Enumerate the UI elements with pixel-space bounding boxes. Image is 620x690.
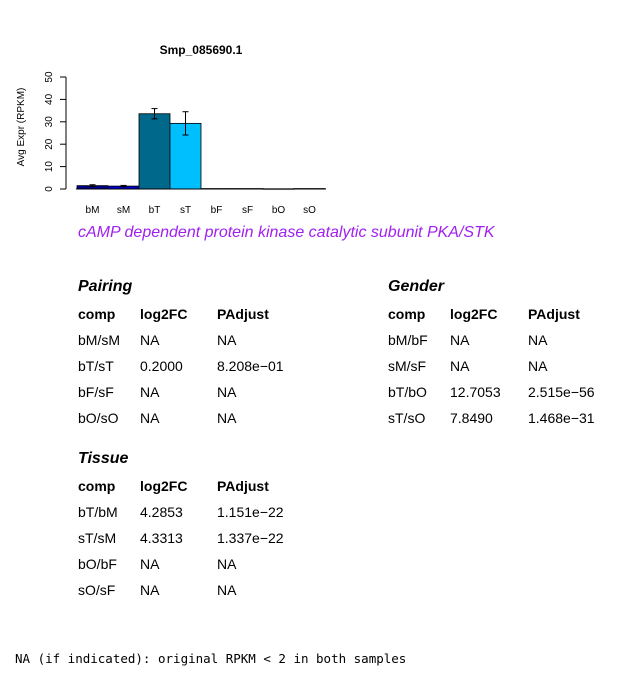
pairing-table-cell: bO/sO — [78, 410, 119, 426]
tissue-table-cell: 1.337e−22 — [217, 530, 284, 546]
y-tick-label: 30 — [44, 116, 55, 128]
pairing-table-cell: 0.2000 — [140, 358, 183, 374]
gender-table-title: Gender — [388, 278, 445, 295]
x-axis-tick-labels: bM sM bT sT bF sF bO sO — [86, 205, 317, 216]
footnote: NA (if indicated): original RPKM < 2 in … — [15, 651, 407, 666]
y-axis-label: Avg Expr (RPKM) — [16, 88, 27, 167]
gender-table-cell: 2.515e−56 — [528, 384, 595, 400]
tissue-table-cell: NA — [217, 582, 237, 598]
pairing-table-cell: NA — [140, 332, 160, 348]
pairing-header-log2fc: log2FC — [140, 306, 188, 322]
gender-table-cell: NA — [528, 358, 548, 374]
tissue-table-cell: sO/sF — [78, 582, 116, 598]
x-tick-label-sT: sT — [180, 205, 191, 216]
gender-table-cell: 7.8490 — [450, 410, 493, 426]
pairing-table-cell: NA — [217, 332, 237, 348]
pairing-table-cell: bF/sF — [78, 384, 114, 400]
tissue-header-comp: comp — [78, 478, 116, 494]
gender-header-comp: comp — [388, 306, 426, 322]
y-tick-label: 0 — [44, 186, 55, 192]
gene-description: cAMP dependent protein kinase catalytic … — [78, 224, 495, 241]
x-tick-label-bM: bM — [86, 205, 100, 216]
pairing-table-cell: NA — [217, 384, 237, 400]
tissue-header-padjust: PAdjust — [217, 478, 269, 494]
x-tick-label-sM: sM — [117, 205, 130, 216]
pairing-table-cell: 8.208e−01 — [217, 358, 284, 374]
error-bar-bT — [151, 108, 158, 120]
gender-header-log2fc: log2FC — [450, 306, 498, 322]
gender-table-cell: NA — [450, 332, 470, 348]
gender-table-cell: bT/bO — [388, 384, 427, 400]
gender-table-cell: NA — [528, 332, 548, 348]
y-tick-label: 50 — [44, 71, 55, 83]
pairing-header-comp: comp — [78, 306, 116, 322]
tissue-table-title: Tissue — [78, 450, 129, 467]
x-tick-label-bO: bO — [272, 205, 286, 216]
gender-table-cell: 1.468e−31 — [528, 410, 595, 426]
tissue-table-cell: 4.2853 — [140, 504, 183, 520]
error-bar-bM — [89, 184, 96, 188]
tissue-table-cell: bT/bM — [78, 504, 118, 520]
gender-header-padjust: PAdjust — [528, 306, 580, 322]
bar-chart: Smp_085690.1 Avg Expr (RPKM) 0 10 20 30 40 50… — [16, 43, 326, 216]
error-bar-sT — [182, 111, 189, 136]
bar-bT — [138, 113, 171, 190]
x-tick-label-bF: bF — [211, 205, 223, 216]
gender-table-cell: sM/sF — [388, 358, 427, 374]
x-tick-label-bT: bT — [149, 205, 161, 216]
tissue-header-log2fc: log2FC — [140, 478, 188, 494]
tissue-table-cell: NA — [217, 556, 237, 572]
tissue-table-cell: 1.151e−22 — [217, 504, 284, 520]
y-axis-ticks: 0 10 20 30 40 50 — [44, 71, 66, 192]
gender-table-cell: sT/sO — [388, 410, 426, 426]
pairing-table-cell: NA — [217, 410, 237, 426]
tissue-table-cell: bO/bF — [78, 556, 117, 572]
error-bar-sM — [120, 184, 127, 188]
pairing-table-title: Pairing — [78, 278, 133, 295]
tissue-table-cell: sT/sM — [78, 530, 117, 546]
tissue-table-cell: 4.3313 — [140, 530, 183, 546]
pairing-table-cell: bT/sT — [78, 358, 114, 374]
tissue-table-cell: NA — [140, 556, 160, 572]
y-tick-label: 10 — [44, 161, 55, 173]
y-tick-label: 40 — [44, 93, 55, 105]
tissue-table-cell: NA — [140, 582, 160, 598]
pairing-table-cell: NA — [140, 384, 160, 400]
gender-table-cell: bM/bF — [388, 332, 428, 348]
pairing-table-cell: bM/sM — [78, 332, 120, 348]
chart-title: Smp_085690.1 — [160, 43, 243, 57]
gender-table-cell: NA — [450, 358, 470, 374]
gender-table-cell: 12.7053 — [450, 384, 501, 400]
x-tick-label-sO: sO — [303, 205, 316, 216]
pairing-table-cell: NA — [140, 410, 160, 426]
pairing-header-padjust: PAdjust — [217, 306, 269, 322]
bars — [76, 108, 326, 190]
x-tick-label-sF: sF — [242, 205, 253, 216]
y-tick-label: 20 — [44, 138, 55, 150]
